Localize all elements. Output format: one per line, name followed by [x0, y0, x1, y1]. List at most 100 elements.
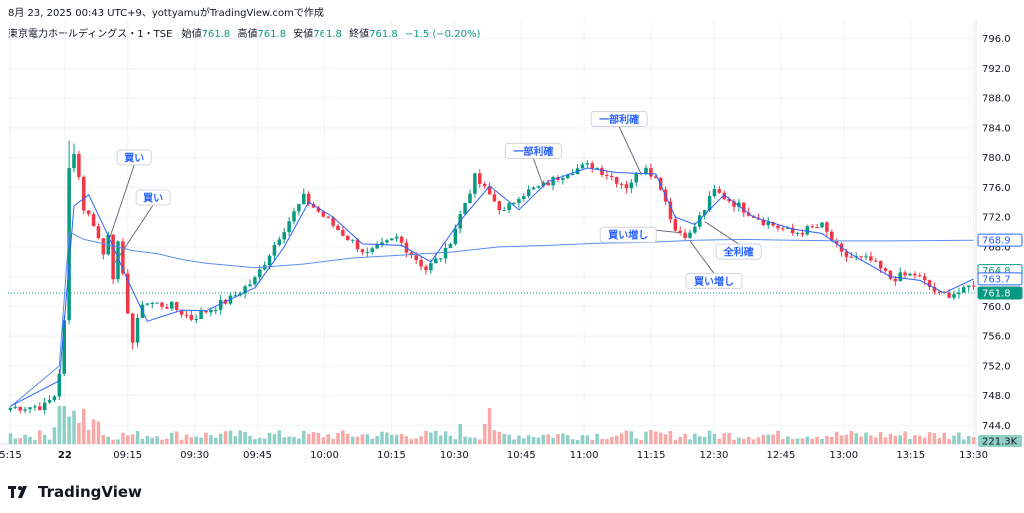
- candle-body: [707, 196, 712, 211]
- volume-bar: [742, 438, 746, 444]
- ma-long-line: [10, 231, 974, 408]
- volume-bar: [326, 434, 330, 444]
- volume-bar: [424, 430, 428, 444]
- candle-body: [434, 258, 438, 264]
- volume-bar: [96, 421, 101, 444]
- volume-bar: [111, 439, 115, 444]
- candle-body: [551, 176, 555, 186]
- candle-body: [165, 306, 169, 309]
- volume-bar: [737, 437, 741, 444]
- candle-body: [849, 256, 854, 258]
- volume-bar: [800, 438, 805, 444]
- volume-bar: [126, 435, 130, 444]
- candle-body: [815, 227, 819, 229]
- candle-body: [116, 241, 120, 280]
- candle-body: [893, 278, 898, 282]
- symbol-legend: 東京電力ホールディングス・1・TSE 始値761.8 高値761.8 安値761…: [8, 25, 480, 40]
- volume-bar: [859, 436, 863, 444]
- volume-bar: [189, 437, 194, 444]
- candle-body: [610, 175, 614, 178]
- candle-body: [683, 232, 687, 238]
- x-tick-label: 13:00: [829, 450, 858, 461]
- candle-body: [135, 317, 140, 343]
- annotation-leader: [112, 204, 154, 266]
- candle-body: [742, 202, 746, 213]
- annotation-leader: [107, 164, 135, 243]
- volume-bar: [453, 439, 458, 444]
- volume-bar: [272, 434, 277, 444]
- candle-body: [908, 273, 912, 276]
- volume-bar: [209, 435, 213, 444]
- annotation-box: [590, 110, 648, 127]
- volume-bar: [346, 433, 350, 444]
- volume-bar: [781, 439, 785, 444]
- candle-body: [316, 207, 321, 212]
- volume-bar: [155, 436, 159, 444]
- candle-body: [927, 280, 932, 287]
- candle-body: [380, 242, 384, 245]
- y-tick-label: 776.0: [982, 183, 1011, 194]
- volume-bar: [448, 435, 453, 444]
- volume-bar: [658, 432, 663, 444]
- volume-bar: [854, 433, 858, 444]
- volume-bar: [438, 435, 443, 444]
- tradingview-logo[interactable]: TradingView: [8, 483, 142, 501]
- candle-body: [590, 163, 594, 169]
- candle-body: [375, 244, 379, 249]
- volume-bar: [399, 433, 404, 444]
- x-tick-label: 12:45: [767, 450, 796, 461]
- volume-bar: [649, 430, 653, 444]
- volume-bar: [937, 437, 942, 444]
- volume-bar: [585, 435, 590, 444]
- volume-bar: [756, 437, 761, 444]
- annotation-label: 買い: [124, 152, 144, 164]
- annotation-box: [504, 142, 562, 159]
- candle-body: [326, 216, 330, 218]
- high-label: 高値: [237, 29, 258, 40]
- volume-label: 221.3K: [982, 437, 1018, 448]
- candle-body: [776, 225, 780, 229]
- volume-bar: [404, 436, 409, 444]
- volume-bar: [908, 438, 912, 444]
- volume-bar: [732, 439, 736, 444]
- candle-body: [702, 210, 707, 216]
- volume-bar: [341, 430, 345, 444]
- volume-bar: [952, 435, 956, 444]
- candle-body: [492, 194, 497, 202]
- volume-bar: [600, 439, 604, 444]
- candle-body: [600, 168, 604, 176]
- candle-body: [463, 203, 467, 215]
- candle-body: [531, 187, 536, 190]
- volume-bar: [771, 434, 775, 444]
- candle-body: [184, 314, 189, 316]
- candle-body: [869, 256, 873, 261]
- candle-body: [443, 248, 448, 259]
- candle-body: [424, 266, 428, 271]
- x-tick-label: 11:00: [570, 450, 599, 461]
- volume-bar: [629, 431, 634, 444]
- low-label: 安値: [293, 29, 314, 40]
- price-chart[interactable]: 796.0 792.0 788.0 784.0 780.0 776.0 772.0 768.0…: [0, 18, 1024, 478]
- last-price-label-box: [977, 286, 1023, 300]
- candle-body: [209, 309, 213, 313]
- candle-body: [233, 295, 238, 297]
- volume-bar: [957, 432, 961, 444]
- volume-bar: [243, 431, 247, 444]
- candle-body: [33, 406, 37, 408]
- candle-body: [42, 402, 47, 411]
- volume-bar: [277, 430, 282, 444]
- candle-body: [502, 210, 506, 212]
- volume-bar: [883, 437, 888, 444]
- ma-long-price-label: 768.9: [982, 236, 1011, 247]
- high-value: 761.8: [257, 29, 287, 40]
- volume-bar: [663, 434, 668, 444]
- volume-bar: [170, 432, 174, 444]
- candle-body: [331, 217, 335, 226]
- volume-bar: [482, 424, 487, 444]
- candle-body: [82, 176, 86, 211]
- x-tick-label: 09:15: [113, 450, 142, 461]
- annotation-box: [685, 272, 743, 289]
- volume-bar: [805, 436, 810, 444]
- candle-body: [878, 260, 883, 269]
- volume-bar: [746, 436, 751, 444]
